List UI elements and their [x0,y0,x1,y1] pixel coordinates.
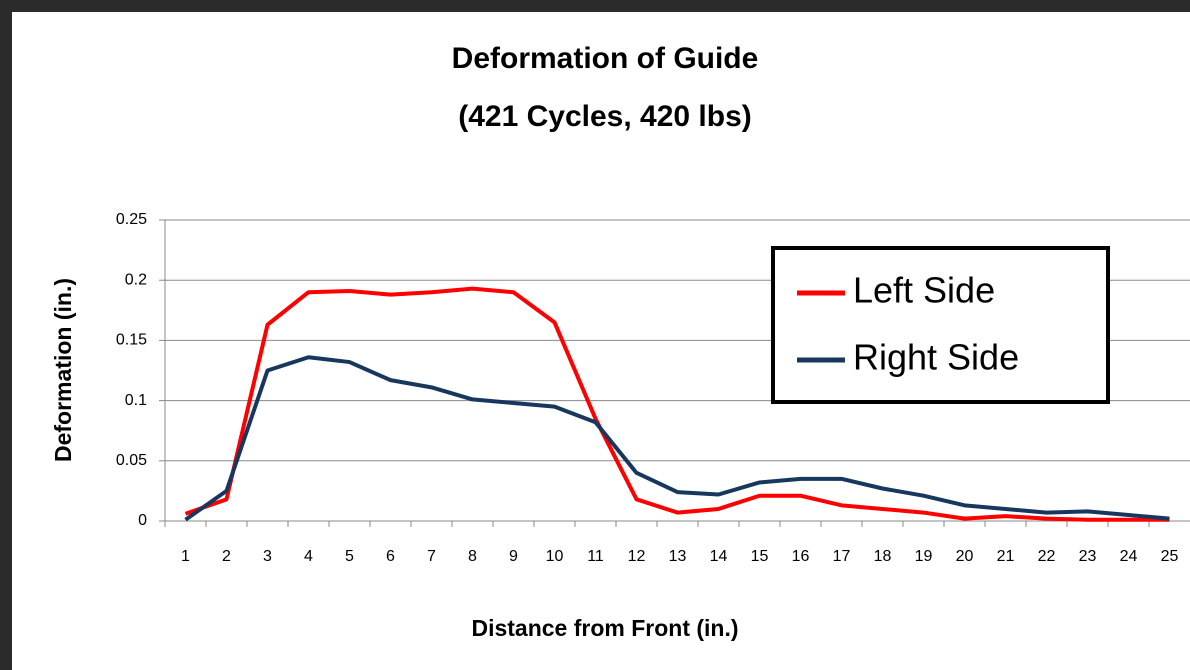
x-tick-label: 22 [1038,548,1056,565]
x-tick-label: 6 [386,548,395,565]
y-tick-label: 0.15 [116,332,147,349]
chart-title: Deformation of Guide [452,42,759,75]
x-axis-label: Distance from Front (in.) [471,615,738,641]
x-tick-label: 18 [874,548,892,565]
x-tick-label: 4 [304,548,313,565]
x-tick-label: 17 [833,548,851,565]
x-tick-label: 25 [1161,548,1179,565]
x-tick-label: 23 [1079,548,1097,565]
x-tick-label: 2 [222,548,231,565]
legend-box [771,246,1110,404]
series-line [184,286,1170,522]
y-axis-label: Deformation (in.) [50,278,76,462]
x-tick-label: 13 [669,548,687,565]
series-line [184,355,1170,522]
x-tick-label: 12 [628,548,646,565]
legend-label: Left Side [853,270,995,311]
x-tick-label: 7 [427,548,436,565]
y-tick-label: 0.25 [116,211,147,228]
x-tick-label: 24 [1120,548,1138,565]
x-tick-label: 3 [263,548,272,565]
x-tick-label: 20 [956,548,974,565]
x-tick-label: 15 [751,548,769,565]
x-tick-label: 21 [997,548,1015,565]
y-tick-label: 0.2 [125,271,147,288]
chart-subtitle: (421 Cycles, 420 lbs) [458,100,752,133]
x-tick-label: 16 [792,548,810,565]
x-tick-label: 10 [546,548,564,565]
x-tick-label: 8 [468,548,477,565]
x-tick-label: 5 [345,548,354,565]
y-tick-label: 0 [138,512,147,529]
x-tick-label: 19 [915,548,933,565]
x-tick-label: 9 [509,548,518,565]
x-tick-label: 11 [587,548,604,565]
y-tick-label: 0.05 [116,452,147,469]
y-tick-label: 0.1 [125,392,147,409]
x-tick-label: 1 [181,548,190,565]
legend-label: Right Side [853,337,1019,378]
x-tick-label: 14 [710,548,728,565]
